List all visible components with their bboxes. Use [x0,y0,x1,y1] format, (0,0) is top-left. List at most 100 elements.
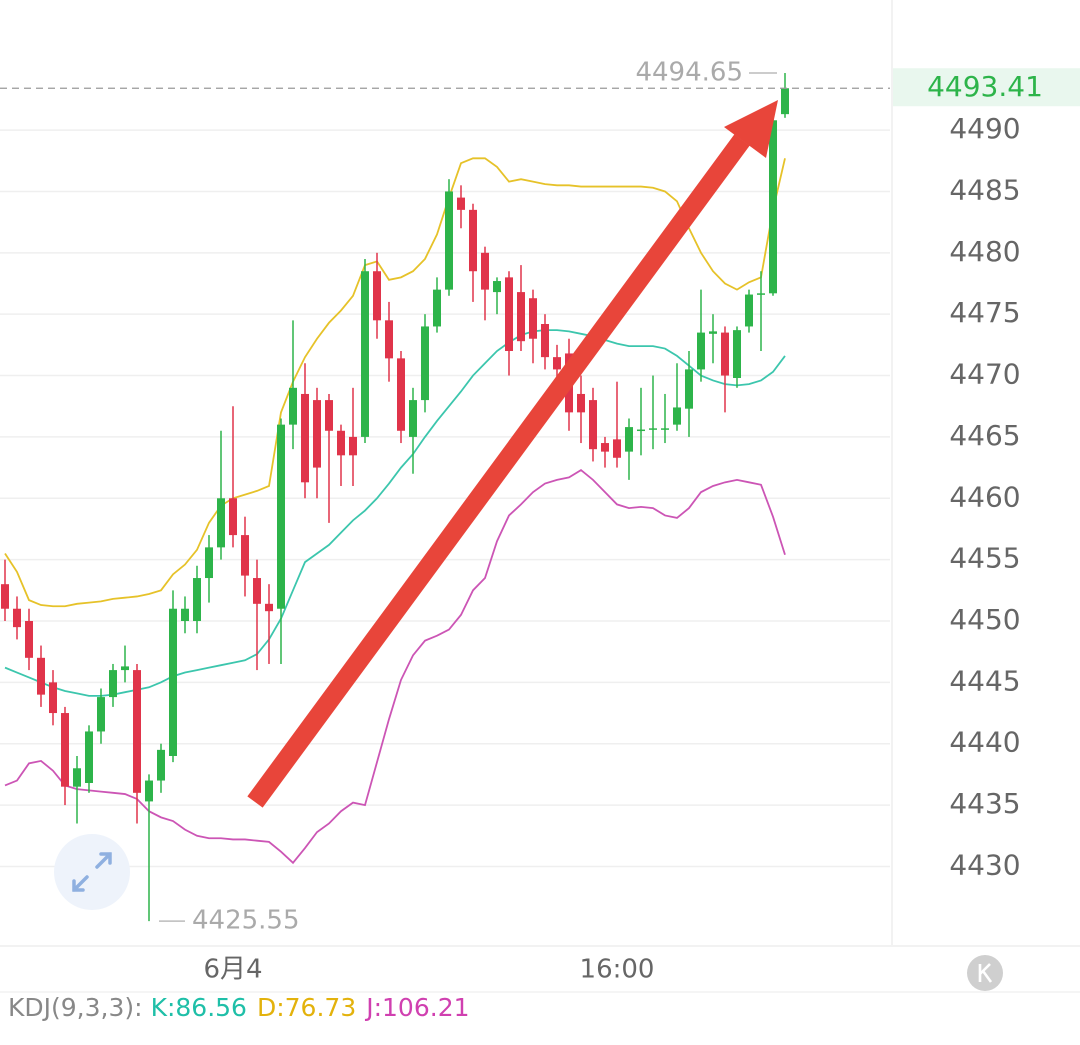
kline-icon[interactable] [978,963,993,983]
candle-body [781,88,789,115]
y-tick-label: 4475 [949,296,1020,329]
indicator-item-value: 86.56 [175,993,247,1022]
candle-body [517,292,525,342]
candle-body [421,326,429,401]
y-tick-label: 4480 [949,235,1020,268]
candle-body [733,330,741,378]
candle-body [457,197,465,210]
candle-body [73,768,81,787]
candle-body [649,428,657,430]
y-tick-label: 4490 [949,112,1020,145]
candle-body [613,439,621,458]
candle-body [685,369,693,409]
candle-body [13,608,21,628]
expand-icon[interactable] [72,852,112,892]
candle-body [313,400,321,468]
candle-body [505,277,513,351]
candle-body [589,400,597,450]
candle-body [217,498,225,548]
indicator-item-label: K: [151,993,176,1022]
band-line [4,157,786,608]
candle-body [133,670,141,793]
y-tick-label: 4435 [949,787,1020,820]
indicator-item-value: 76.73 [285,993,357,1022]
candle-body [289,387,297,425]
candle-body [529,298,537,339]
candle-body [265,603,273,612]
y-tick-label: 4430 [949,848,1020,881]
candle-body [409,400,417,437]
y-tick-label: 4450 [949,603,1020,636]
max-label: 4494.65 [635,58,743,88]
candle-body [745,294,753,327]
candle-body [469,209,477,272]
candle-body [553,357,561,370]
candle-body [637,429,645,432]
expand-button[interactable] [54,834,130,910]
candle-body [241,535,249,576]
labels: 4430 4435 4440 4445 4450 4455 4460 4465 4470 4475… [0,58,1080,985]
candle-body [145,780,153,802]
candle-body [301,393,309,483]
trend-arrow [247,100,778,808]
candle-body [349,436,357,456]
y-tick-label: 4460 [949,480,1020,513]
arrow-head [724,100,778,158]
candle-body [709,331,717,334]
candle-body [193,578,201,621]
y-tick-label: 4470 [949,358,1020,391]
candle-body [85,731,93,783]
min-label: 4425.55 [192,906,300,936]
y-tick-label: 4440 [949,726,1020,759]
candle-body [625,427,633,452]
candle-body [481,252,489,290]
candle-body [61,713,69,787]
candle-body [325,400,333,431]
x-tick-label: 6月4 [203,955,262,985]
indicator-label: KDJ(9,3,3): [8,993,143,1022]
expand-circle[interactable] [54,834,130,910]
kline-button[interactable] [967,955,1003,991]
candle-body [109,670,117,698]
indicator-item-value: 106.21 [382,993,469,1022]
candle-body [49,682,57,714]
candle-body [1,584,9,609]
candle-body [157,749,165,781]
candle-body [721,332,729,376]
candle-body [181,608,189,621]
indicator-item-label: D: [257,993,285,1022]
candle-body [757,293,765,295]
candle-body [205,547,213,579]
candle-body [601,443,609,452]
candle-body [493,281,501,293]
indicator-item-label: J: [364,993,382,1022]
x-tick-label: 16:00 [580,955,655,985]
candle-body [229,498,237,536]
candle-body [337,430,345,456]
candle-body [97,697,105,732]
candle-body [397,358,405,431]
arrow-shaft [247,134,750,808]
candle-body [361,271,369,437]
candle-body [277,424,285,609]
y-tick-label: 4465 [949,419,1020,452]
candle-body [121,666,129,671]
candle-body [385,320,393,359]
candle-body [673,407,681,425]
candle-body [373,271,381,321]
candle-body [769,120,777,294]
candle-body [433,289,441,327]
band-line [4,468,786,865]
candle-body [661,428,669,430]
candles [1,73,789,922]
candle-body [445,191,453,290]
candle-body [577,393,585,413]
y-tick-label: 4455 [949,542,1020,575]
candle-body [253,578,261,604]
candle-body [697,332,705,370]
candle-body [37,657,45,695]
indicator-legend: KDJ(9,3,3): K:86.56 D:76.73 J:106.21 [8,993,470,1022]
candle-body [25,621,33,658]
current-price-label: 4493.41 [927,70,1043,103]
